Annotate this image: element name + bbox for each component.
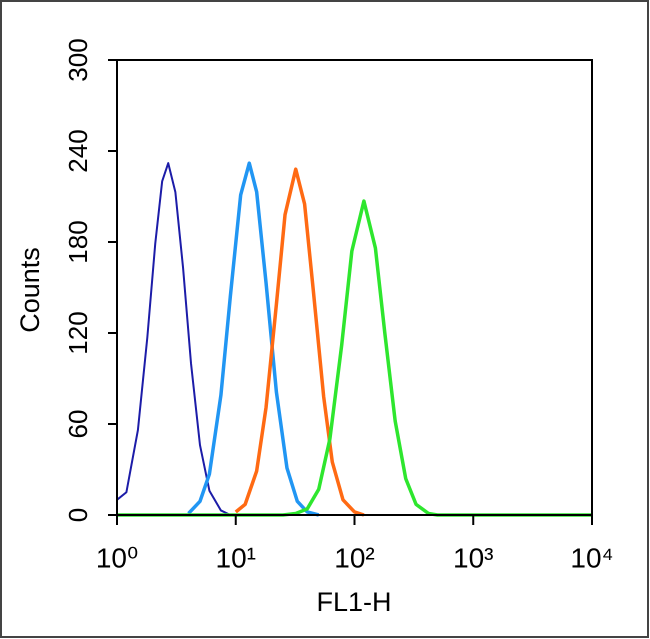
x-tick-label: 10² [334, 542, 374, 573]
x-tick-label: 10³ [453, 542, 493, 573]
x-tick-label: 10¹ [216, 542, 256, 573]
histogram-line [117, 199, 592, 517]
y-tick-label: 120 [63, 311, 93, 354]
y-tick-label: 0 [63, 508, 93, 522]
x-axis-title: FL1-H [316, 587, 391, 617]
y-tick-label: 60 [63, 410, 93, 439]
histogram-line [187, 161, 320, 517]
histogram-line [234, 167, 365, 517]
y-axis-title: Counts [15, 247, 45, 333]
x-tick-label: 10⁴ [570, 542, 613, 573]
y-tick-label: 180 [63, 220, 93, 263]
y-tick-label: 300 [63, 38, 93, 81]
y-tick-label: 240 [63, 129, 93, 172]
x-tick-label: 10⁰ [96, 542, 138, 573]
